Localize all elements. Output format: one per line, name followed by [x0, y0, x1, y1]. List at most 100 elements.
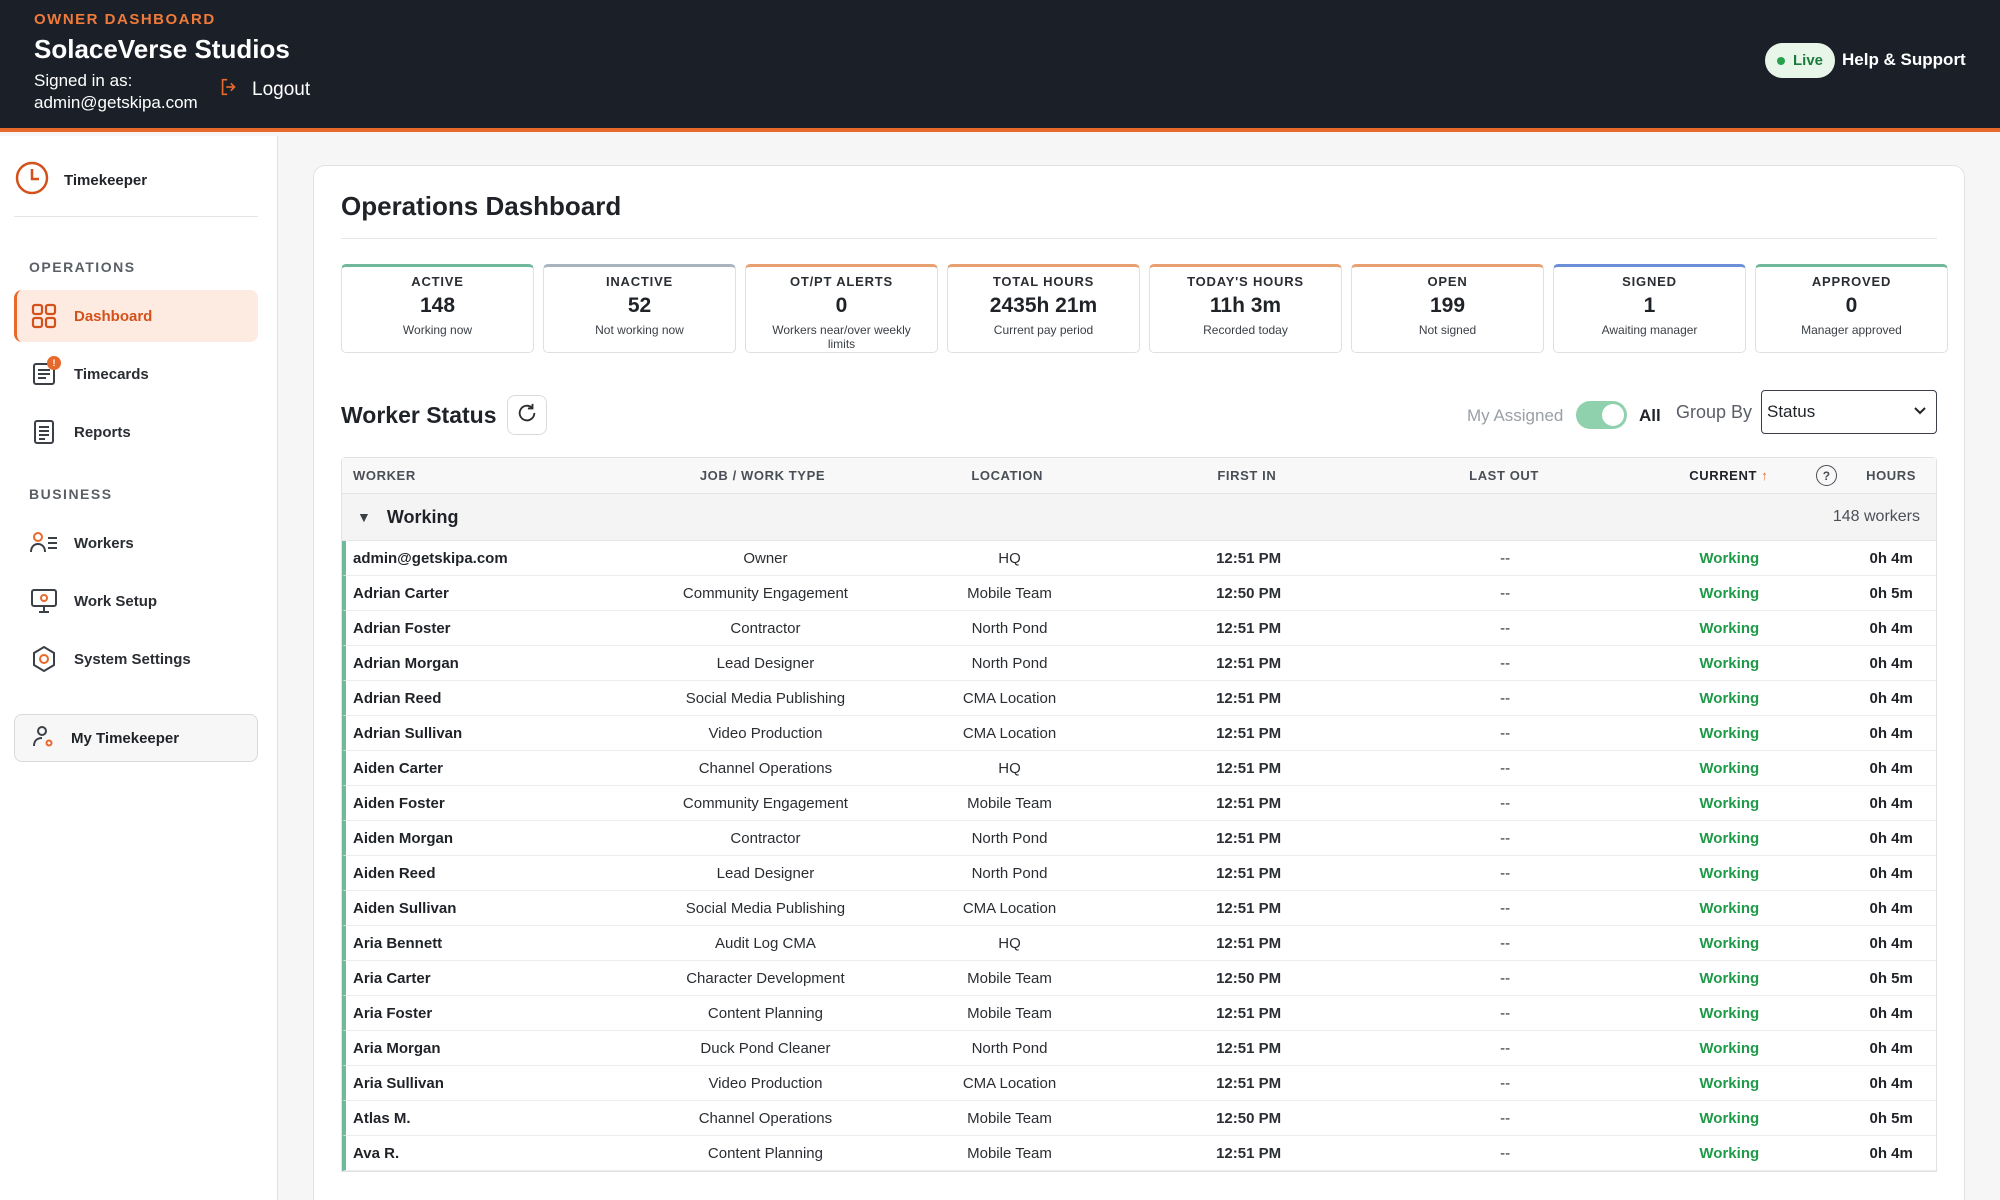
current-help[interactable]: ? [1816, 465, 1846, 486]
stat-label: TOTAL HOURS [992, 274, 1095, 289]
job-cell: Lead Designer [716, 864, 815, 882]
location-cell: Mobile Team [967, 1144, 1052, 1162]
first-in-cell: 12:51 PM [1216, 1039, 1282, 1057]
sidebar: Timekeeper OPERATIONS Dashboard ! Timeca… [0, 136, 278, 1200]
hours-cell: 0h 4m [1869, 899, 1913, 917]
stat-sub: Manager approved [1801, 323, 1902, 337]
stat-label: INACTIVE [605, 274, 674, 289]
help-support-link[interactable]: Help & Support [1842, 50, 1966, 69]
current-cell: Working [1699, 759, 1760, 777]
last-out-cell: -- [1500, 724, 1511, 742]
caret-down-icon[interactable]: ▼ [357, 509, 371, 525]
stat-card-ot-pt-alerts[interactable]: OT/PT ALERTS 0 Workers near/over weekly … [745, 264, 938, 353]
col-current-label: CURRENT [1689, 468, 1757, 483]
table-row[interactable]: Aria Carter Character Development Mobile T… [342, 961, 1936, 996]
last-out-cell: -- [1500, 654, 1511, 672]
hours-cell: 0h 4m [1869, 794, 1913, 812]
sidebar-item-system-settings[interactable]: System Settings [14, 633, 258, 685]
table-row[interactable]: Aiden Sullivan Social Media Publishing CMA… [342, 891, 1936, 926]
stat-card-total-hours[interactable]: TOTAL HOURS 2435h 21m Current pay period [947, 264, 1140, 353]
refresh-button[interactable] [507, 395, 547, 435]
last-out-cell: -- [1500, 1109, 1511, 1127]
stat-value: 0 [835, 294, 848, 317]
first-in-cell: 12:51 PM [1216, 1004, 1282, 1022]
stat-card-todays-hours[interactable]: TODAY'S HOURS 11h 3m Recorded today [1149, 264, 1342, 353]
brand-divider [14, 216, 258, 217]
table-row[interactable]: Adrian Reed Social Media Publishing CMA Lo… [342, 681, 1936, 716]
current-cell: Working [1699, 969, 1760, 987]
col-last-out[interactable]: LAST OUT [1469, 468, 1539, 483]
hours-cell: 0h 4m [1869, 619, 1913, 637]
logout-button[interactable]: Logout [218, 76, 310, 104]
worker-cell: Aiden Foster [353, 794, 445, 812]
hours-cell: 0h 4m [1869, 549, 1913, 567]
stat-label: ACTIVE [411, 274, 464, 289]
table-row[interactable]: Aiden Carter Channel Operations HQ 12:51 PM… [342, 751, 1936, 786]
location-cell: North Pond [971, 619, 1048, 637]
sidebar-item-dashboard[interactable]: Dashboard [14, 290, 258, 342]
col-hours[interactable]: HOURS [1866, 468, 1917, 483]
hours-cell: 0h 5m [1869, 584, 1913, 602]
table-row[interactable]: Adrian Morgan Lead Designer North Pond 12:5… [342, 646, 1936, 681]
first-in-cell: 12:51 PM [1216, 549, 1282, 567]
location-cell: CMA Location [962, 689, 1057, 707]
worker-cell: Aiden Sullivan [353, 899, 457, 917]
first-in-cell: 12:51 PM [1216, 899, 1282, 917]
last-out-cell: -- [1500, 1004, 1511, 1022]
stat-card-inactive[interactable]: INACTIVE 52 Not working now [543, 264, 736, 353]
operations-section-label: OPERATIONS [29, 259, 136, 275]
table-row[interactable]: admin@getskipa.com Owner HQ 12:51 PM -- Worki… [342, 541, 1936, 576]
workers-icon [30, 529, 58, 557]
help-icon: ? [1816, 465, 1838, 486]
assigned-all-toggle[interactable] [1576, 401, 1627, 429]
last-out-cell: -- [1500, 689, 1511, 707]
worker-cell: Ava R. [353, 1144, 400, 1162]
page-title: Operations Dashboard [341, 191, 622, 221]
user-icon [31, 724, 55, 752]
sidebar-item-reports[interactable]: Reports [14, 406, 258, 458]
group-row-working[interactable]: ▼ Working 148 workers [342, 494, 1936, 541]
table-row[interactable]: Aiden Foster Community Engagement Mobile T… [342, 786, 1936, 821]
toggle-knob [1602, 404, 1624, 426]
my-timekeeper-button[interactable]: My Timekeeper [14, 714, 258, 762]
col-worker[interactable]: WORKER [353, 468, 416, 483]
table-row[interactable]: Adrian Foster Contractor North Pond 12:51 P… [342, 611, 1936, 646]
stat-card-open[interactable]: OPEN 199 Not signed [1351, 264, 1544, 353]
col-location[interactable]: LOCATION [971, 468, 1044, 483]
col-current[interactable]: CURRENT ↑ [1641, 468, 1816, 483]
location-cell: HQ [998, 549, 1021, 567]
table-row[interactable]: Adrian Carter Community Engagement Mobile … [342, 576, 1936, 611]
first-in-cell: 12:51 PM [1216, 759, 1282, 777]
table-row[interactable]: Aiden Morgan Contractor North Pond 12:51 PM… [342, 821, 1936, 856]
table-row[interactable]: Aria Bennett Audit Log CMA HQ 12:51 PM -- Wor… [342, 926, 1936, 961]
sidebar-item-workers[interactable]: Workers [14, 517, 258, 569]
sidebar-item-work-setup[interactable]: Work Setup [14, 575, 258, 627]
table-row[interactable]: Atlas M. Channel Operations Mobile Team 12:… [342, 1101, 1936, 1136]
job-cell: Character Development [686, 969, 845, 987]
hours-cell: 0h 4m [1869, 689, 1913, 707]
table-row[interactable]: Aria Sullivan Video Production CMA Locatio… [342, 1066, 1936, 1101]
hours-cell: 0h 4m [1869, 864, 1913, 882]
last-out-cell: -- [1500, 969, 1511, 987]
stat-card-approved[interactable]: APPROVED 0 Manager approved [1755, 264, 1948, 353]
table-row[interactable]: Aiden Reed Lead Designer North Pond 12:51 P… [342, 856, 1936, 891]
table-row[interactable]: Aria Morgan Duck Pond Cleaner North Pond 12… [342, 1031, 1936, 1066]
table-body: admin@getskipa.com Owner HQ 12:51 PM -- Worki… [342, 541, 1936, 1171]
stat-card-signed[interactable]: SIGNED 1 Awaiting manager [1553, 264, 1746, 353]
stat-card-active[interactable]: ACTIVE 148 Working now [341, 264, 534, 353]
worker-cell: Adrian Sullivan [353, 724, 463, 742]
col-first-in[interactable]: FIRST IN [1217, 468, 1277, 483]
top-header: OWNER DASHBOARD SolaceVerse Studios Sign… [0, 0, 2000, 132]
table-row[interactable]: Ava R. Content Planning Mobile Team 12:51 P… [342, 1136, 1936, 1171]
group-by-select[interactable]: Status [1761, 390, 1937, 434]
col-job[interactable]: JOB / WORK TYPE [699, 468, 826, 483]
table-row[interactable]: Adrian Sullivan Video Production CMA Locat… [342, 716, 1936, 751]
worker-cell: admin@getskipa.com [353, 549, 508, 567]
current-cell: Working [1699, 934, 1760, 952]
table-row[interactable]: Aria Foster Content Planning Mobile Team 12… [342, 996, 1936, 1031]
clock-icon [14, 160, 50, 200]
last-out-cell: -- [1500, 619, 1511, 637]
dashboard-eyebrow: OWNER DASHBOARD [34, 11, 216, 28]
brand[interactable]: Timekeeper [14, 160, 147, 200]
sidebar-item-timecards[interactable]: ! Timecards [14, 348, 258, 400]
